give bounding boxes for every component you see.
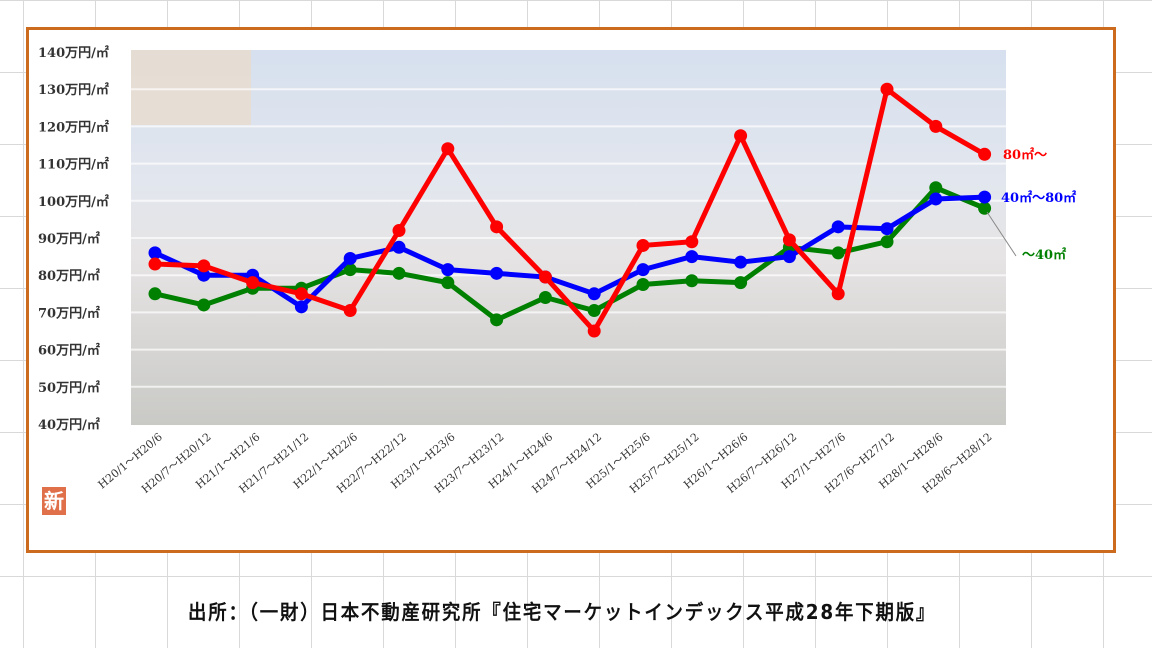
series-line-1 <box>153 194 985 310</box>
data-point <box>343 304 357 318</box>
data-point <box>392 266 406 280</box>
data-point <box>587 304 601 318</box>
y-tick-label: 60万円/㎡ <box>38 343 100 359</box>
photo-building <box>131 50 251 125</box>
series-line-0 <box>154 86 986 334</box>
data-point <box>148 287 162 301</box>
data-point <box>880 222 894 236</box>
data-point <box>831 246 845 260</box>
y-tick-label: 100万円/㎡ <box>38 194 109 210</box>
y-tick-label: 70万円/㎡ <box>38 305 100 321</box>
data-point <box>343 263 357 277</box>
data-point <box>197 268 211 282</box>
y-tick-label: 110万円/㎡ <box>38 157 109 173</box>
data-point <box>441 263 455 277</box>
data-point <box>246 276 260 290</box>
data-point <box>734 129 748 143</box>
data-point <box>782 233 796 247</box>
data-point <box>685 274 699 288</box>
data-point <box>294 287 308 301</box>
data-point <box>392 240 406 254</box>
data-point <box>636 278 650 291</box>
data-point <box>734 255 748 269</box>
y-tick-label: 50万円/㎡ <box>38 380 100 396</box>
data-point <box>636 238 650 252</box>
data-point <box>978 201 992 215</box>
data-point <box>782 250 796 264</box>
data-point <box>343 251 357 265</box>
data-point <box>197 259 211 273</box>
data-point <box>929 181 943 195</box>
data-point <box>197 298 211 312</box>
legend-label: 80㎡～ <box>1003 147 1047 163</box>
data-point <box>929 192 943 206</box>
data-point <box>734 276 748 290</box>
y-tick-label: 90万円/㎡ <box>38 231 100 247</box>
data-point <box>880 235 894 249</box>
data-point <box>831 287 845 301</box>
data-point <box>490 313 504 327</box>
data-point <box>978 147 992 161</box>
data-point <box>490 220 504 234</box>
y-tick-label: 130万円/㎡ <box>38 82 109 98</box>
data-point <box>490 266 504 280</box>
data-point <box>636 263 650 277</box>
y-tick-label: 140万円/㎡ <box>38 45 109 61</box>
y-tick-label: 40万円/㎡ <box>38 417 100 433</box>
source-caption: 出所：（一財）日本不動産研究所『住宅マーケットインデックス平成28年下期版』 <box>188 600 937 624</box>
data-point <box>685 250 699 264</box>
data-point <box>538 270 552 284</box>
data-point <box>685 235 699 249</box>
data-point <box>294 300 308 314</box>
data-point <box>587 287 601 301</box>
data-point <box>441 276 455 290</box>
legend-leader-line <box>986 211 1017 257</box>
new-badge: 新 <box>42 487 66 515</box>
legend-label: ～40㎡ <box>1022 247 1066 263</box>
data-point <box>880 82 894 96</box>
data-point <box>148 257 162 271</box>
data-point <box>538 291 552 305</box>
data-point <box>441 142 455 156</box>
legend-label: 40㎡～80㎡ <box>1001 190 1076 206</box>
y-tick-label: 120万円/㎡ <box>38 119 109 135</box>
data-point <box>148 246 162 260</box>
y-tick-label: 80万円/㎡ <box>38 268 100 284</box>
data-point <box>392 224 406 238</box>
data-point <box>929 119 943 133</box>
data-point <box>978 190 992 204</box>
data-point <box>587 324 601 338</box>
data-point <box>831 220 845 234</box>
